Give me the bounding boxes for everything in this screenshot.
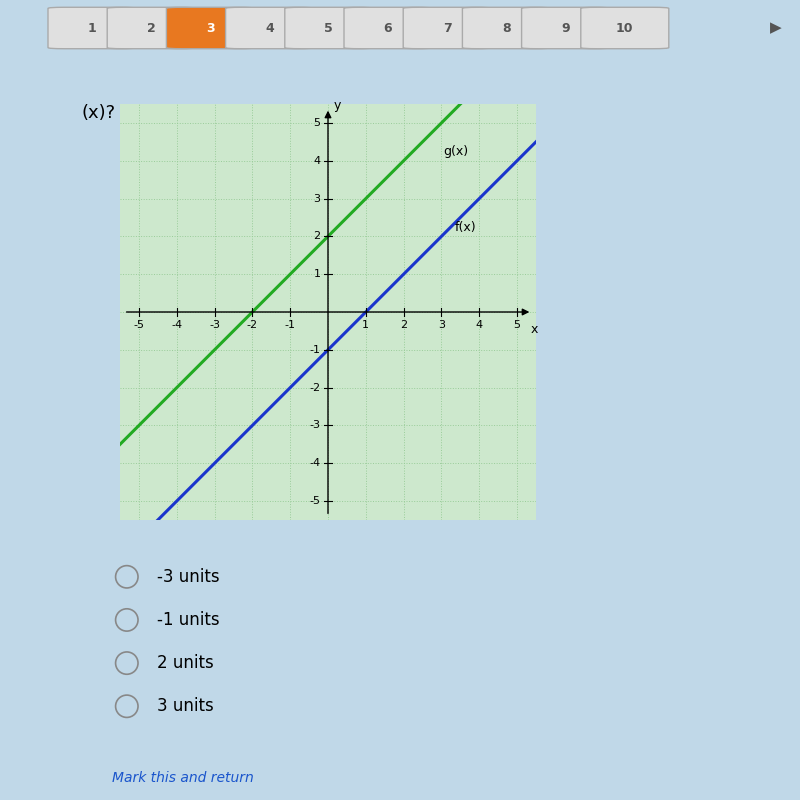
Text: 2: 2 (400, 320, 407, 330)
Text: -5: -5 (310, 496, 321, 506)
Text: -3: -3 (310, 421, 321, 430)
Text: 9: 9 (562, 22, 570, 34)
Text: 7: 7 (443, 22, 451, 34)
Text: -4: -4 (310, 458, 321, 468)
Text: 3 units: 3 units (157, 698, 214, 715)
Text: 8: 8 (502, 22, 510, 34)
FancyBboxPatch shape (522, 7, 610, 49)
Text: 2: 2 (314, 231, 321, 242)
Text: (x)?: (x)? (82, 104, 116, 122)
Text: 4: 4 (476, 320, 483, 330)
FancyBboxPatch shape (166, 7, 254, 49)
Text: f(x): f(x) (454, 221, 476, 234)
Text: -1: -1 (285, 320, 296, 330)
Text: 1: 1 (362, 320, 370, 330)
Text: -1: -1 (310, 345, 321, 355)
FancyBboxPatch shape (107, 7, 195, 49)
Text: g(x): g(x) (443, 145, 469, 158)
Text: 1: 1 (88, 22, 96, 34)
FancyBboxPatch shape (462, 7, 550, 49)
Text: -2: -2 (247, 320, 258, 330)
Text: -4: -4 (171, 320, 182, 330)
Text: 2 units: 2 units (157, 654, 214, 672)
Text: x: x (530, 323, 538, 336)
FancyBboxPatch shape (285, 7, 373, 49)
Text: 4: 4 (314, 156, 321, 166)
FancyBboxPatch shape (48, 7, 136, 49)
FancyBboxPatch shape (403, 7, 491, 49)
Text: -3: -3 (209, 320, 220, 330)
Text: -3 units: -3 units (157, 568, 219, 586)
Text: 3: 3 (314, 194, 321, 203)
Text: -1 units: -1 units (157, 611, 219, 629)
Text: ▶: ▶ (770, 21, 782, 35)
Text: Mark this and return: Mark this and return (112, 771, 254, 785)
FancyBboxPatch shape (581, 7, 669, 49)
Text: 3: 3 (438, 320, 445, 330)
Text: 5: 5 (325, 22, 333, 34)
Text: -5: -5 (134, 320, 145, 330)
Text: 5: 5 (314, 118, 321, 128)
Text: 10: 10 (616, 22, 634, 34)
Text: 4: 4 (266, 22, 274, 34)
Text: 6: 6 (384, 22, 392, 34)
FancyBboxPatch shape (344, 7, 432, 49)
FancyBboxPatch shape (226, 7, 314, 49)
Text: y: y (334, 99, 341, 112)
Text: 2: 2 (147, 22, 155, 34)
Text: -2: -2 (310, 382, 321, 393)
Text: 3: 3 (206, 22, 214, 34)
Text: 5: 5 (514, 320, 521, 330)
Text: 1: 1 (314, 269, 321, 279)
